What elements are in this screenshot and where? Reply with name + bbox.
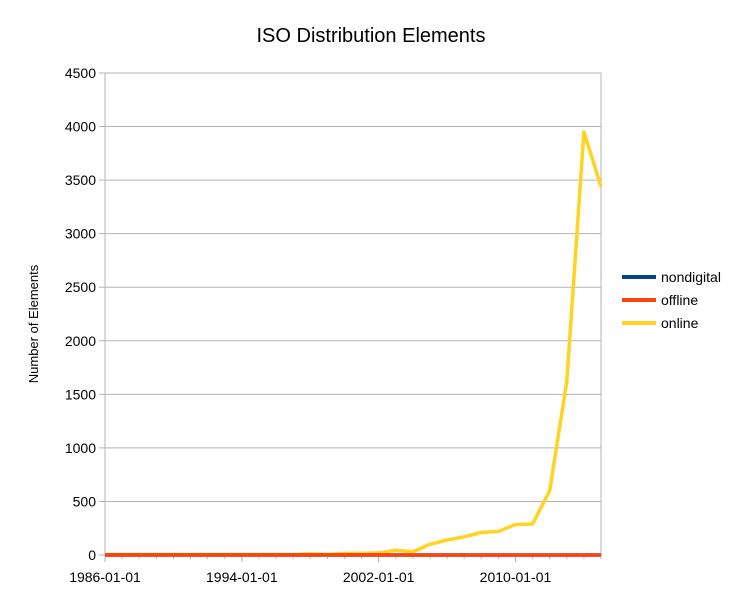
legend: nondigital offline online (622, 269, 721, 331)
gridlines (105, 72, 601, 556)
series-lines (105, 130, 603, 557)
y-tick-label: 3000 (65, 226, 96, 242)
chart-title: ISO Distribution Elements (257, 25, 486, 47)
y-tick-label: 4500 (65, 65, 96, 81)
x-axis-ticks: 1986-01-01 1994-01-01 2002-01-01 2010-01-01 (69, 555, 602, 585)
y-tick-label: 500 (73, 493, 97, 509)
y-tick-label: 2500 (65, 279, 96, 295)
y-axis-title: Number of Elements (26, 264, 41, 383)
axes (104, 73, 602, 556)
y-axis-ticks: 0 500 1000 1500 2000 2500 3000 3500 4000 4500 (65, 65, 105, 563)
y-tick-label: 3500 (65, 172, 96, 188)
series-line-online (105, 130, 603, 557)
y-tick-label: 1000 (65, 440, 96, 456)
x-tick-label: 2010-01-01 (480, 569, 552, 585)
y-tick-label: 4000 (65, 119, 96, 135)
x-tick-label: 1986-01-01 (69, 569, 141, 585)
y-tick-label: 0 (88, 547, 96, 563)
y-tick-label: 1500 (65, 386, 96, 402)
x-tick-label: 1994-01-01 (206, 569, 278, 585)
legend-label-nondigital: nondigital (661, 269, 721, 285)
y-tick-label: 2000 (65, 333, 96, 349)
legend-label-offline: offline (661, 292, 698, 308)
x-tick-label: 2002-01-01 (343, 569, 415, 585)
legend-label-online: online (661, 315, 699, 331)
